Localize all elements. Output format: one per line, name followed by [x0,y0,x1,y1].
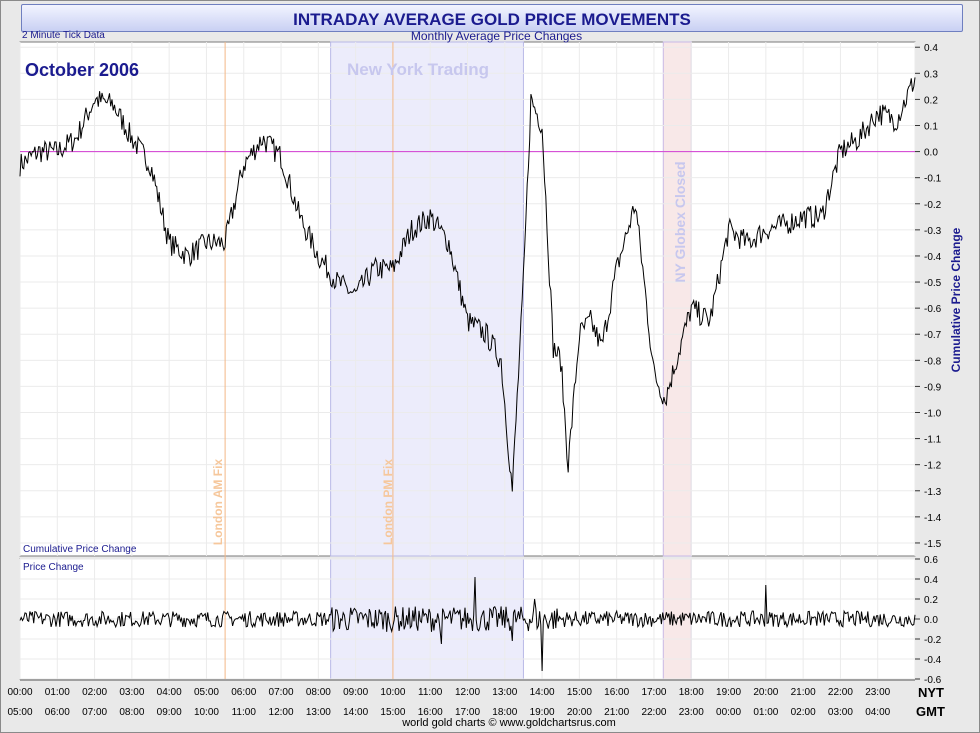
x-tick-label-nyt: 10:00 [380,687,405,698]
y-tick-label: -0.7 [924,330,942,341]
x-tick-label-gmt: 05:00 [7,707,32,718]
y-tick-label: -0.1 [924,174,942,185]
y-tick-label: -0.9 [924,382,942,393]
x-tick-label-gmt: 02:00 [791,707,816,718]
y-tick-label: 0.1 [924,121,938,132]
price-change-line [19,576,916,672]
y-tick-label: -0.5 [924,278,942,289]
x-tick-label-nyt: 11:00 [418,687,443,698]
globex-closed-band [662,41,692,557]
y-tick-label: 0.0 [924,148,938,159]
ny-trading-label: New York Trading [347,60,490,79]
x-tick-label-gmt: 19:00 [530,707,555,718]
x-tick-label-nyt: 13:00 [492,687,517,698]
sub-panel-title: Price Change [23,562,84,573]
y-tick-label: -0.2 [924,200,942,211]
x-tick-label-nyt: 08:00 [306,687,331,698]
sub-y-tick-label: 0.0 [924,615,938,626]
x-tick-label-gmt: 12:00 [269,707,294,718]
footer-credit: world gold charts © www.goldchartsrus.co… [402,717,616,729]
y-tick-label: -1.5 [924,539,942,550]
y-tick-label: -0.4 [924,252,942,263]
x-tick-label-gmt: 16:00 [418,707,443,718]
cumulative-bottom-label: Cumulative Price Change [23,544,137,555]
sub-y-tick-label: -0.4 [924,655,942,666]
x-tick-label-gmt: 18:00 [492,707,517,718]
y-tick-label: -0.3 [924,226,942,237]
title-bar: INTRADAY AVERAGE GOLD PRICE MOVEMENTS [21,4,963,32]
sub-y-tick-label: -0.6 [924,675,942,686]
x-tick-label-nyt: 03:00 [119,687,144,698]
x-tick-label-nyt: 01:00 [45,687,70,698]
x-tick-label-gmt: 07:00 [82,707,107,718]
x-tick-label-nyt: 19:00 [716,687,741,698]
x-tick-label-nyt: 17:00 [641,687,666,698]
y-tick-label: -1.3 [924,487,942,498]
x-tick-label-nyt: 05:00 [194,687,219,698]
y-tick-label: -1.1 [924,435,942,446]
london-pm-fix-label: London PM Fix [381,459,395,545]
y-tick-label: 0.2 [924,95,938,106]
x-tick-label-nyt: 07:00 [269,687,294,698]
x-tick-label-nyt: 14:00 [530,687,555,698]
x-tick-label-gmt: 10:00 [194,707,219,718]
sub-y-tick-label: -0.2 [924,635,942,646]
sub-y-tick-label: 0.4 [924,575,938,586]
x-tick-label-gmt: 00:00 [716,707,741,718]
x-tick-label-nyt: 00:00 [7,687,32,698]
y-tick-label: -0.6 [924,304,942,315]
y-tick-label: 0.3 [924,69,938,80]
sub-y-tick-label: 0.6 [924,555,938,566]
london-am-fix-label: London AM Fix [211,458,225,546]
globex-closed-label: NY Globex Closed [672,161,688,283]
x-tick-label-nyt: 04:00 [157,687,182,698]
period-label: October 2006 [25,60,140,80]
y-tick-label: -1.4 [924,513,942,524]
cumulative-price-line [19,77,916,492]
x-tick-label-gmt: 08:00 [119,707,144,718]
x-tick-label-gmt: 17:00 [455,707,480,718]
x-tick-label-gmt: 22:00 [641,707,666,718]
x-tick-label-nyt: 18:00 [679,687,704,698]
chart-title: INTRADAY AVERAGE GOLD PRICE MOVEMENTS [293,10,691,29]
x-tick-label-nyt: 23:00 [865,687,890,698]
x-tick-label-gmt: 13:00 [306,707,331,718]
chart-subtitle: Monthly Average Price Changes [410,29,583,43]
x-tick-label-gmt: 23:00 [679,707,704,718]
y-tick-label: 0.4 [924,43,938,54]
x-tick-label-gmt: 21:00 [604,707,629,718]
x-tick-label-nyt: 16:00 [604,687,629,698]
gmt-axis-label: GMT [916,704,945,719]
x-tick-label-gmt: 15:00 [380,707,405,718]
x-tick-label-gmt: 11:00 [232,707,257,718]
x-tick-label-nyt: 15:00 [567,687,592,698]
x-tick-label-nyt: 09:00 [343,687,368,698]
y-tick-label: -0.8 [924,356,942,367]
x-tick-label-nyt: 20:00 [753,687,778,698]
x-tick-label-gmt: 04:00 [865,707,890,718]
nyt-axis-label: NYT [918,685,944,700]
sub-y-tick-label: 0.2 [924,595,938,606]
y-tick-label: -1.0 [924,408,942,419]
x-tick-label-nyt: 02:00 [82,687,107,698]
x-tick-label-gmt: 03:00 [828,707,853,718]
x-tick-label-gmt: 01:00 [753,707,778,718]
x-tick-label-gmt: 06:00 [45,707,70,718]
ny-trading-band [330,41,524,557]
x-tick-label-nyt: 21:00 [791,687,816,698]
x-tick-label-gmt: 20:00 [567,707,592,718]
x-tick-label-gmt: 14:00 [343,707,368,718]
x-tick-label-gmt: 09:00 [157,707,182,718]
x-tick-label-nyt: 12:00 [455,687,480,698]
y-tick-label: -1.2 [924,461,942,472]
x-tick-label-nyt: 06:00 [231,687,256,698]
y-axis-title: Cumulative Price Change [949,227,963,373]
x-tick-label-nyt: 22:00 [828,687,853,698]
tick-note: 2 Minute Tick Data [22,30,105,41]
